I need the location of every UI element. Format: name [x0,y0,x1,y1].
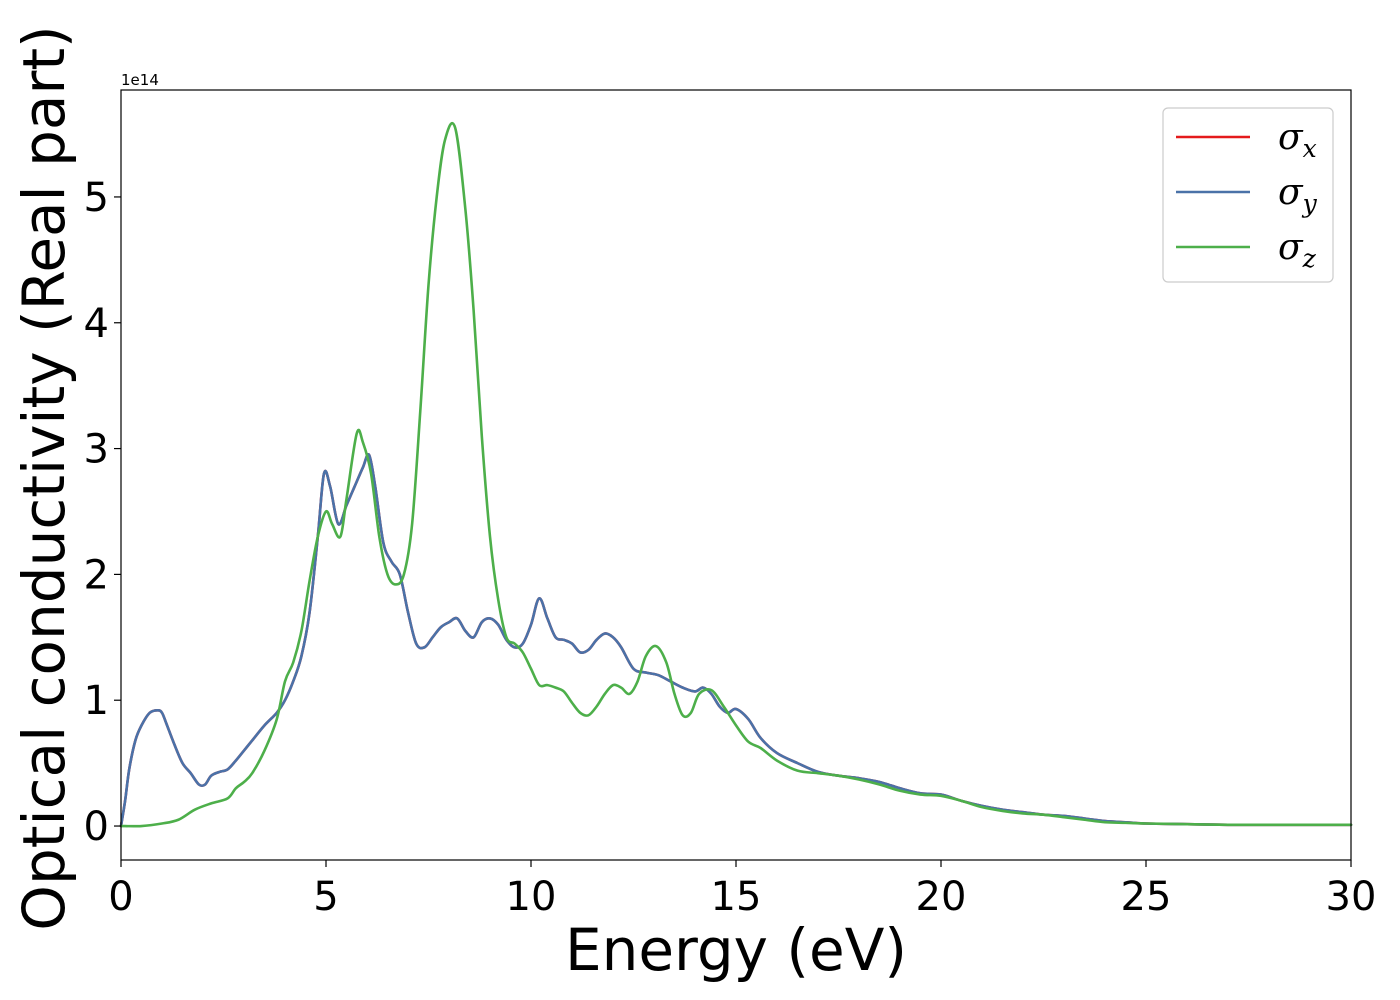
y-tick-label: 2 [84,552,109,598]
series-line-y [119,452,1353,828]
series-layer [119,121,1353,828]
x-tick-label: 0 [108,874,133,920]
x-tick-label: 25 [1121,874,1172,920]
x-tick-label: 5 [313,874,338,920]
legend-label-y: σy [1278,172,1318,218]
y-tick-label: 0 [84,804,109,850]
y-offset-label: 1e14 [121,71,159,89]
x-tick-label: 15 [711,874,762,920]
x-axis-label: Energy (eV) [565,916,907,984]
y-axis-label: Optical conductivity (Real part) [10,25,78,930]
y-tick-label: 4 [84,301,109,347]
y-axis-ticks: 0 1 2 3 4 5 [84,175,121,850]
x-tick-label: 10 [506,874,557,920]
x-tick-label: 30 [1326,874,1377,920]
x-tick-label: 20 [916,874,967,920]
legend: σx σy σz [1162,107,1334,283]
x-axis-ticks: 0 5 10 15 20 25 30 [108,860,1376,920]
legend-label-x: σx [1278,117,1317,163]
y-tick-label: 5 [84,175,109,221]
y-tick-label: 1 [84,678,109,724]
legend-label-z: σz [1278,227,1317,273]
y-tick-label: 3 [84,427,109,473]
series-line-z [119,121,1353,828]
legend-frame [1162,107,1334,283]
